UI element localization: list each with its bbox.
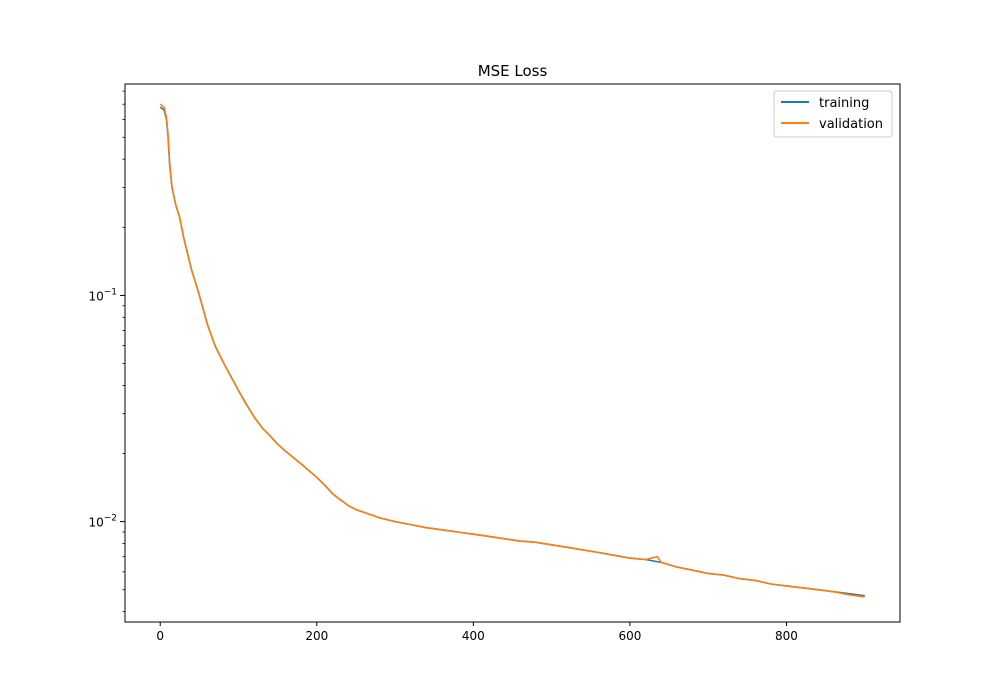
y-tick-label: 10−1 xyxy=(88,287,117,303)
legend: training validation xyxy=(773,90,893,138)
y-tick-label: 10−2 xyxy=(88,514,117,530)
x-tick-label: 800 xyxy=(775,629,798,643)
series-line-validation xyxy=(159,103,865,598)
legend-label-training: training xyxy=(819,96,869,111)
x-tick-label: 0 xyxy=(156,629,164,643)
axes-frame xyxy=(124,83,901,623)
x-tick-label: 600 xyxy=(618,629,641,643)
series-layer xyxy=(159,103,865,598)
legend-label-validation: validation xyxy=(819,117,883,132)
chart-title: MSE Loss xyxy=(478,62,548,80)
x-tick-label: 200 xyxy=(305,629,328,643)
x-tick-label: 400 xyxy=(462,629,485,643)
plot-area xyxy=(125,84,900,622)
x-axis: 0 200 400 600 800 xyxy=(156,622,798,643)
